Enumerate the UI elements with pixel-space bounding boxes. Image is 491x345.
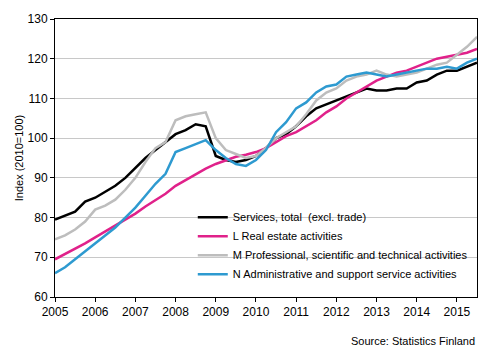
svg-text:M Professional, scientific and: M Professional, scientific and technical… bbox=[233, 249, 468, 261]
svg-text:N Administrative and support s: N Administrative and support service act… bbox=[233, 268, 457, 280]
svg-text:2012: 2012 bbox=[323, 305, 350, 319]
svg-text:2013: 2013 bbox=[363, 305, 390, 319]
svg-text:2014: 2014 bbox=[403, 305, 430, 319]
svg-text:2006: 2006 bbox=[82, 305, 109, 319]
svg-text:Services, total (excl. trade): Services, total (excl. trade) bbox=[233, 211, 366, 223]
svg-text:70: 70 bbox=[34, 250, 48, 264]
svg-text:120: 120 bbox=[28, 52, 48, 66]
svg-text:60: 60 bbox=[34, 290, 48, 304]
svg-text:130: 130 bbox=[28, 12, 48, 26]
svg-text:2007: 2007 bbox=[122, 305, 149, 319]
svg-text:L Real estate activities: L Real estate activities bbox=[233, 230, 343, 242]
svg-text:2011: 2011 bbox=[283, 305, 309, 319]
svg-text:90: 90 bbox=[34, 171, 48, 185]
svg-text:2005: 2005 bbox=[42, 305, 69, 319]
svg-text:Source: Statistics Finland: Source: Statistics Finland bbox=[351, 335, 475, 345]
svg-text:Index (2010=100): Index (2010=100) bbox=[13, 115, 25, 202]
svg-text:2008: 2008 bbox=[162, 305, 189, 319]
svg-text:80: 80 bbox=[34, 211, 48, 225]
svg-text:110: 110 bbox=[28, 92, 47, 106]
svg-text:100: 100 bbox=[28, 131, 48, 145]
svg-text:2015: 2015 bbox=[444, 305, 471, 319]
svg-text:2009: 2009 bbox=[202, 305, 229, 319]
svg-text:2010: 2010 bbox=[243, 305, 270, 319]
